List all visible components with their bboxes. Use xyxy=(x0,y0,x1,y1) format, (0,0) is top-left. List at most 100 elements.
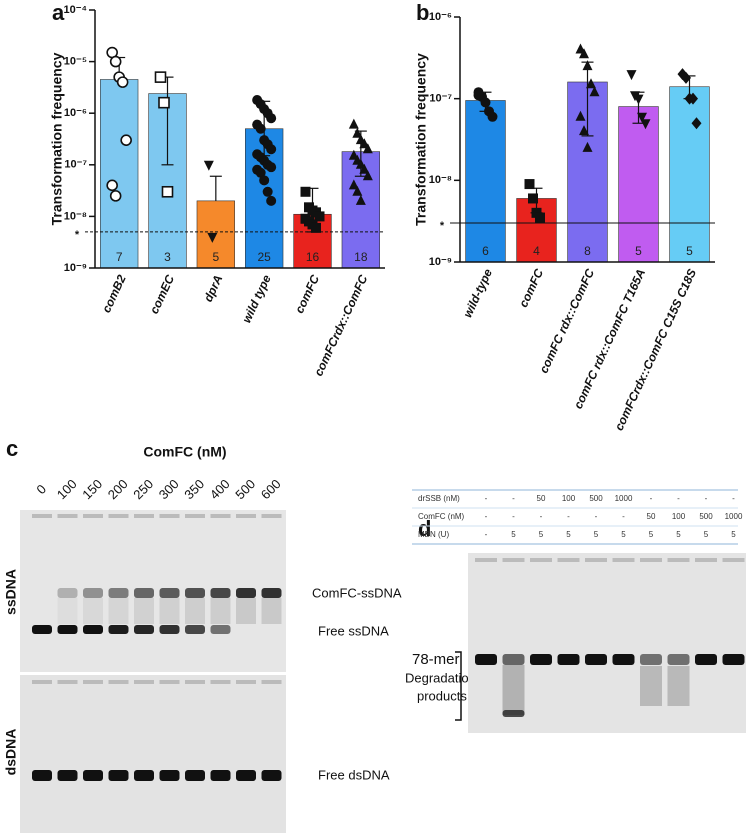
threshold-label: * xyxy=(75,229,80,241)
gel-band xyxy=(159,770,180,781)
gel-smear xyxy=(159,598,180,624)
gel-band xyxy=(612,654,635,665)
well xyxy=(185,514,205,518)
data-point xyxy=(528,193,538,204)
data-point xyxy=(640,119,651,130)
well xyxy=(210,514,231,518)
table-cell: - xyxy=(485,512,488,521)
gel-smear xyxy=(502,665,525,715)
data-point xyxy=(311,222,321,233)
table-cell: 100 xyxy=(672,512,686,521)
bar xyxy=(100,79,139,269)
table-cell: - xyxy=(732,494,735,503)
table-cell: 5 xyxy=(731,530,736,539)
well xyxy=(159,514,180,518)
data-point xyxy=(314,211,325,222)
well xyxy=(475,558,497,562)
data-point xyxy=(589,86,600,97)
table-cell: 5 xyxy=(649,530,654,539)
lane-label: 100 xyxy=(54,476,80,502)
data-point xyxy=(688,92,698,105)
gel-band xyxy=(57,588,78,598)
lane-label: 300 xyxy=(156,476,182,502)
table-row-label: ComFC (nM) xyxy=(418,512,465,521)
x-tick-label: comEC xyxy=(147,272,177,316)
data-point xyxy=(109,55,122,68)
data-point xyxy=(359,163,370,174)
data-point xyxy=(535,212,545,223)
gel-smear xyxy=(236,598,256,624)
table-cell: 5 xyxy=(676,530,681,539)
gel-band xyxy=(640,654,662,665)
gel-band xyxy=(585,654,607,665)
table-cell: - xyxy=(512,512,515,521)
gel-band xyxy=(32,625,52,634)
x-tick-label: comB2 xyxy=(99,272,129,314)
data-point xyxy=(266,144,277,155)
y-tick-label: 10⁻⁶ xyxy=(429,11,452,23)
gel-band xyxy=(502,654,525,665)
data-point xyxy=(106,179,118,192)
well xyxy=(640,558,662,562)
gel-band xyxy=(108,625,129,634)
table-cell: 1000 xyxy=(725,512,743,521)
y-tick-label: 10⁻⁹ xyxy=(64,262,87,274)
data-point xyxy=(116,76,129,88)
well xyxy=(108,680,129,684)
well xyxy=(185,680,205,684)
data-point xyxy=(207,232,218,243)
well xyxy=(585,558,607,562)
data-point xyxy=(637,112,647,123)
data-point xyxy=(158,96,170,109)
data-point xyxy=(681,71,691,84)
table-cell: 50 xyxy=(647,512,656,521)
data-point xyxy=(352,185,363,196)
table-cell: - xyxy=(705,494,708,503)
table-cell: - xyxy=(512,494,515,503)
table-cell: 500 xyxy=(589,494,603,503)
threshold-label: * xyxy=(440,220,445,232)
n-label: 6 xyxy=(482,244,489,258)
data-point xyxy=(582,60,593,71)
gel-smear xyxy=(210,598,231,624)
gel-band xyxy=(210,625,231,634)
gel-band xyxy=(530,654,552,665)
table-cell: 500 xyxy=(699,512,713,521)
y-tick-label: 10⁻⁵ xyxy=(64,56,87,68)
y-tick-label: 10⁻⁷ xyxy=(429,93,452,105)
n-label: 18 xyxy=(354,250,368,264)
data-point xyxy=(266,195,277,206)
gel-band xyxy=(32,770,52,781)
gel-smear xyxy=(108,598,129,624)
gel-band xyxy=(667,654,690,665)
data-point xyxy=(120,134,132,146)
gel-row-label: ssDNA xyxy=(3,569,19,615)
data-point xyxy=(362,170,373,181)
gel-band xyxy=(210,770,231,781)
well xyxy=(236,514,256,518)
data-point xyxy=(579,125,589,136)
well xyxy=(261,680,282,684)
n-label: 5 xyxy=(212,250,219,264)
n-label: 5 xyxy=(635,244,642,258)
gel-band xyxy=(502,710,525,717)
well xyxy=(236,680,256,684)
data-point xyxy=(362,143,373,154)
gel-band xyxy=(159,625,180,634)
gel-smear xyxy=(640,666,662,706)
well xyxy=(159,680,180,684)
gel-band xyxy=(185,625,205,634)
n-label: 25 xyxy=(257,250,271,264)
bracket xyxy=(455,651,462,721)
table-cell: 5 xyxy=(704,530,709,539)
table-row-label: drSSB (nM) xyxy=(418,494,460,503)
table-cell: - xyxy=(650,494,653,503)
table-cell: - xyxy=(485,494,488,503)
well xyxy=(83,680,103,684)
gel-smear xyxy=(134,598,154,624)
gel xyxy=(20,675,286,833)
data-point xyxy=(348,179,359,190)
lane-label: 150 xyxy=(79,476,105,502)
well xyxy=(667,558,690,562)
